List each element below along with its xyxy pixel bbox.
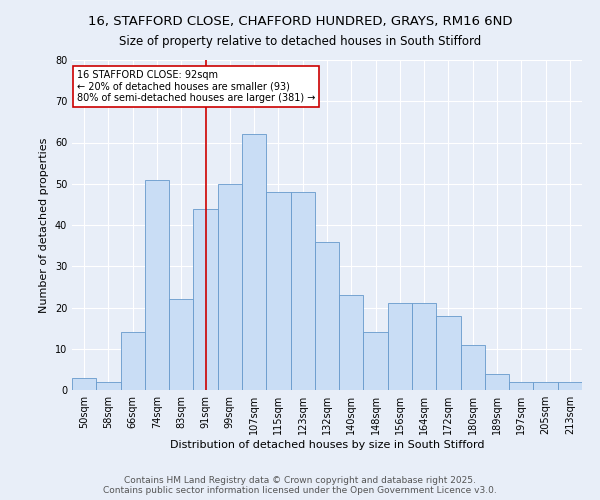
X-axis label: Distribution of detached houses by size in South Stifford: Distribution of detached houses by size … (170, 440, 484, 450)
Text: 16, STAFFORD CLOSE, CHAFFORD HUNDRED, GRAYS, RM16 6ND: 16, STAFFORD CLOSE, CHAFFORD HUNDRED, GR… (88, 15, 512, 28)
Bar (461, 344, 485, 390)
Text: Size of property relative to detached houses in South Stifford: Size of property relative to detached ho… (119, 35, 481, 48)
Bar (485, 374, 509, 390)
Bar (145, 180, 169, 390)
Bar (364, 332, 388, 390)
Text: Contains HM Land Registry data © Crown copyright and database right 2025.
Contai: Contains HM Land Registry data © Crown c… (103, 476, 497, 495)
Bar (533, 382, 558, 390)
Bar (412, 304, 436, 390)
Bar (388, 304, 412, 390)
Y-axis label: Number of detached properties: Number of detached properties (39, 138, 49, 312)
Bar (290, 192, 315, 390)
Text: 16 STAFFORD CLOSE: 92sqm
← 20% of detached houses are smaller (93)
80% of semi-d: 16 STAFFORD CLOSE: 92sqm ← 20% of detach… (77, 70, 316, 103)
Bar (121, 332, 145, 390)
Bar (242, 134, 266, 390)
Bar (509, 382, 533, 390)
Bar (266, 192, 290, 390)
Bar (72, 378, 96, 390)
Bar (339, 295, 364, 390)
Bar (96, 382, 121, 390)
Bar (558, 382, 582, 390)
Bar (315, 242, 339, 390)
Bar (193, 208, 218, 390)
Bar (169, 299, 193, 390)
Bar (436, 316, 461, 390)
Bar (218, 184, 242, 390)
